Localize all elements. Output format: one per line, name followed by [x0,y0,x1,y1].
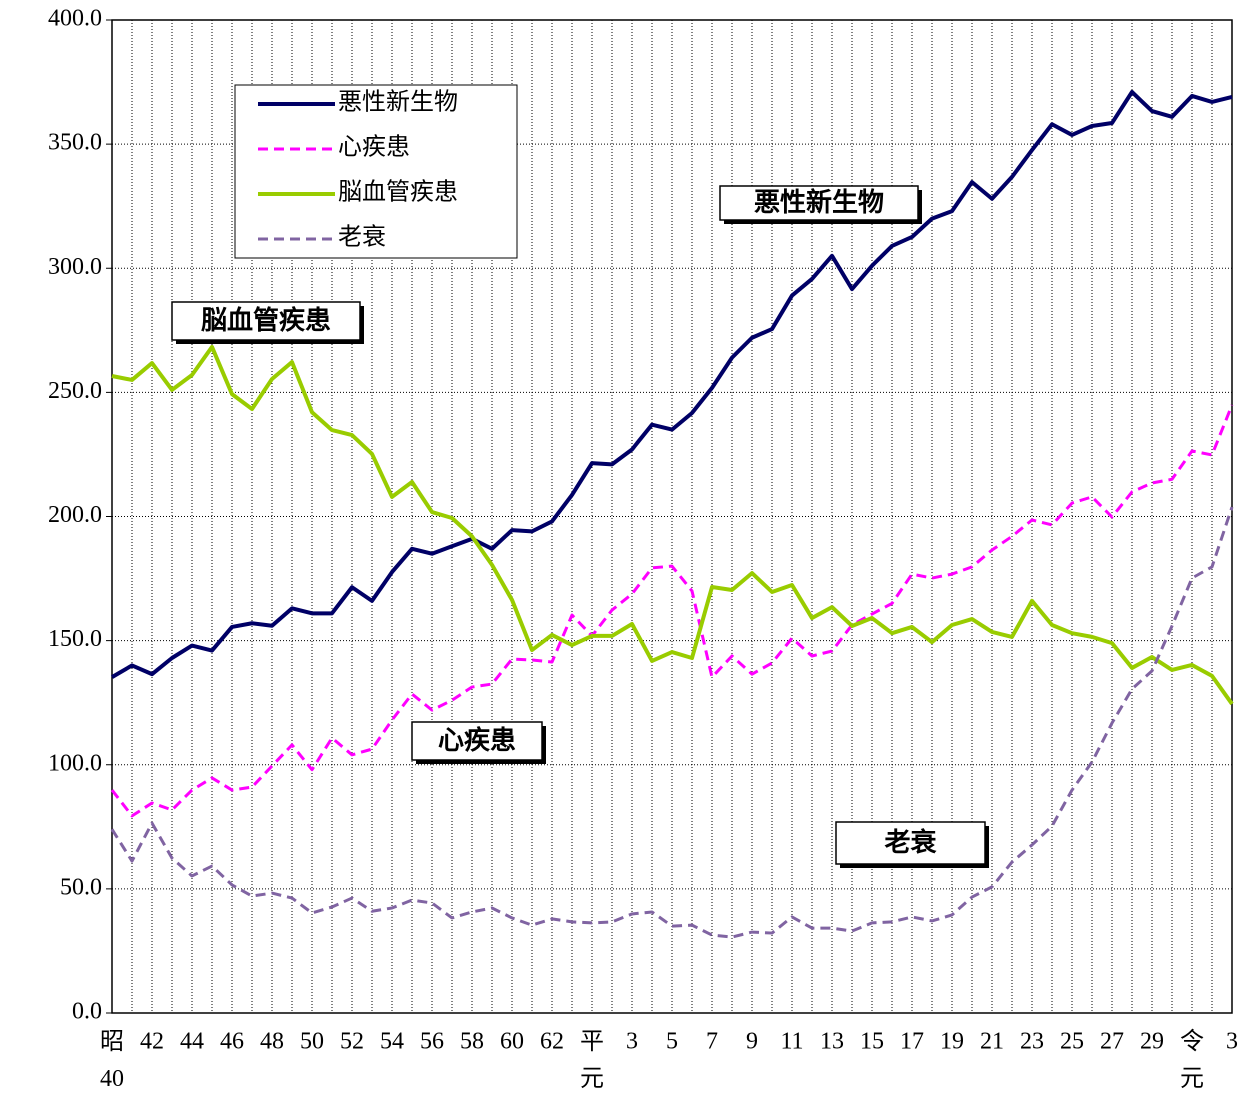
x-tick-label: 平元 [580,1029,604,1092]
series-line [110,506,1234,939]
x-tick-label: 7 [706,1029,718,1055]
x-tick-label-part: 40 [100,1066,124,1092]
x-tick-label-part: 元 [580,1066,604,1092]
annotation-box [171,301,361,341]
x-tick-label: 13 [820,1029,844,1055]
x-tick-label: 15 [860,1029,884,1055]
legend-box [234,84,518,259]
x-tick-label: 25 [1060,1029,1084,1055]
x-tick-label: 11 [780,1029,803,1055]
x-tick-label: 60 [500,1029,524,1055]
x-tick-label: 27 [1100,1029,1124,1055]
x-tick-label: 62 [540,1029,564,1055]
x-tick-label: 令元 [1180,1028,1204,1092]
legend-label: 老衰 [338,224,386,251]
annotation: 脳血管疾患 [200,305,331,335]
annotation-box [719,185,919,221]
legend-label: 心疾患 [338,134,410,161]
x-tick-label: 3 [1226,1029,1238,1055]
x-tick-label: 21 [980,1029,1004,1055]
series-line [110,404,1234,818]
y-tick-label: 300.0 [48,254,102,280]
x-tick-label: 44 [180,1029,204,1055]
y-tick-label: 100.0 [48,750,102,776]
x-tick-label: 56 [420,1029,444,1055]
x-tick-label: 52 [340,1029,364,1055]
x-tick-label: 昭 40 [100,1029,124,1092]
x-tick-label: 5 [666,1029,678,1055]
legend-label: 脳血管疾患 [338,179,458,206]
annotation-box [835,821,986,865]
legend-label: 悪性新生物 [338,89,458,116]
x-tick-label-part: 平 [580,1029,604,1055]
annotation: 心疾患 [438,725,516,755]
x-tick-label-part: 昭 [100,1029,124,1055]
y-tick-label: 50.0 [60,874,102,900]
y-tick-label: 200.0 [48,502,102,528]
x-tick-label: 50 [300,1029,324,1055]
y-tick-label: 350.0 [48,130,102,156]
y-tick-label: 250.0 [48,378,102,404]
plot-frame [111,19,1233,1014]
x-tick-label: 17 [900,1029,924,1055]
x-tick-label-part: 元 [1180,1066,1204,1092]
x-tick-label: 3 [626,1029,638,1055]
x-tick-label: 54 [380,1029,404,1055]
y-tick-label: 0.0 [72,999,102,1025]
series-line [111,344,1234,706]
y-tick-label: 400.0 [48,6,102,32]
x-tick-label: 9 [746,1029,758,1055]
x-tick-label: 58 [460,1029,484,1055]
x-tick-label: 23 [1020,1029,1044,1055]
x-tick-label: 48 [260,1029,284,1055]
x-tick-label: 29 [1140,1029,1164,1055]
annotation-box [411,721,543,761]
y-tick-label: 150.0 [48,626,102,652]
annotation: 悪性新生物 [754,187,884,217]
x-tick-label: 19 [940,1029,964,1055]
series-line [110,89,1233,679]
annotation: 老衰 [884,827,937,857]
x-tick-label: 42 [140,1029,164,1055]
x-tick-label-part: 令 [1180,1028,1204,1055]
x-tick-label: 46 [220,1029,244,1055]
